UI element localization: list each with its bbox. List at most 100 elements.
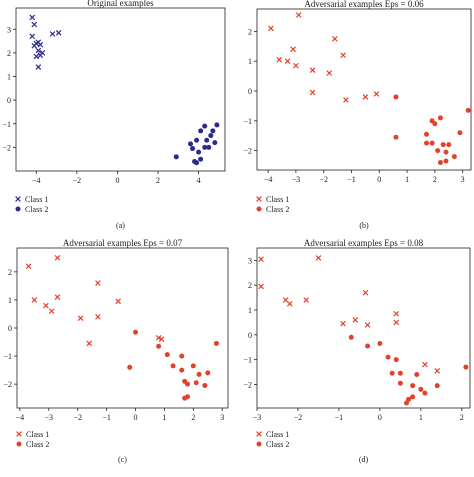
data-point-x [37,41,44,48]
legend-label: Class 2 [25,205,48,214]
data-point-dot [190,146,196,152]
series-class-1 [25,255,165,347]
chart-title: Adversarial examples Eps = 0.06 [304,0,424,9]
x-tick-label: −3 [253,413,262,422]
data-point-x [86,340,93,347]
chart-panel: Original examples −4 −2 0 2 4 −2 −1 0 1 2 3 Class 1C… [2,0,226,230]
plot-frame [256,247,471,409]
data-point-dot [393,94,399,100]
data-point-dot [196,149,202,155]
y-tick-label: −2 [243,147,252,156]
data-point-dot [397,370,403,376]
plot-frame [256,8,472,171]
legend-label: Class 2 [266,440,289,449]
data-point-x [326,70,333,76]
data-point-x [43,302,49,309]
data-point-x [37,52,44,59]
legend-marker [15,206,21,212]
data-point-x [303,297,309,303]
data-point-dot [182,395,188,401]
data-point-dot [393,357,399,363]
data-point-x [258,256,264,262]
x-tick-label: 3 [461,175,465,184]
data-point-dot [410,383,416,389]
data-point-dot [194,137,200,143]
series-class-1 [268,12,380,103]
data-point-x [309,89,316,96]
chart-panel: Adversarial examples Eps = 0.08 −3 −2 −1 0 1 2… [243,238,471,464]
y-tick-label: −1 [2,120,11,129]
legend-marker [256,206,262,212]
data-point-dot [348,334,354,340]
series-class-2 [127,329,219,401]
data-point-dot [208,133,214,139]
data-point-dot [179,353,185,359]
data-point-dot [437,160,443,166]
series-class-2 [393,94,471,166]
data-point-x [33,53,40,60]
data-point-dot [437,115,443,121]
y-tick-label: 2 [248,281,252,290]
data-point-dot [213,340,219,346]
data-point-dot [451,154,457,160]
y-tick-label: 1 [8,296,12,305]
x-tick-label: −3 [292,175,301,184]
data-point-dot [202,123,208,129]
x-tick-label: −1 [102,413,111,422]
data-point-x [331,35,338,42]
data-point-x [393,319,400,326]
data-point-dot [440,142,446,148]
data-point-dot [202,383,208,389]
x-tick-label: 4 [197,176,201,185]
data-point-x [434,367,441,374]
legend-marker [256,196,262,202]
data-point-x [35,47,42,54]
data-point-x [362,94,369,100]
y-tick-label: 2 [8,268,12,277]
data-point-x [393,310,400,317]
data-point-dot [212,140,218,146]
data-point-dot [465,107,471,113]
y-tick-label: 2 [248,27,252,36]
data-point-dot [204,137,210,143]
data-point-x [293,62,299,69]
data-point-dot [188,141,194,147]
data-point-x [155,335,162,341]
data-point-dot [206,144,212,150]
data-point-x [54,255,61,261]
legend-marker [256,431,262,437]
x-tick-label: 1 [405,175,409,184]
data-point-dot [214,122,220,128]
x-tick-label: 1 [162,413,166,422]
data-point-x [35,64,42,70]
x-tick-label: −2 [294,413,303,422]
x-tick-label: 2 [460,413,464,422]
x-tick-label: −1 [347,175,356,184]
data-point-dot [404,400,410,406]
x-tick-label: −4 [32,176,41,185]
legend-label: Class 2 [26,440,49,449]
panel-caption: (a) [116,221,125,230]
data-point-dot [397,380,403,386]
series-class-2 [348,334,469,406]
data-point-dot [127,364,133,370]
data-point-dot [424,140,430,146]
y-tick-label: 0 [7,96,11,105]
data-point-x [258,283,264,290]
data-point-dot [156,343,162,349]
data-point-x [55,29,62,36]
y-tick-label: 1 [7,73,11,82]
x-tick-label: 0 [134,413,138,422]
data-point-dot [432,121,438,127]
panel-caption: (d) [359,455,369,464]
data-point-x [362,289,369,296]
x-tick-label: 1 [419,413,423,422]
panel-caption: (c) [118,455,127,464]
x-tick-label: 0 [377,175,381,184]
data-point-dot [385,354,391,360]
chart-title: Adversarial examples Eps = 0.07 [63,238,183,248]
data-point-x [315,255,322,261]
